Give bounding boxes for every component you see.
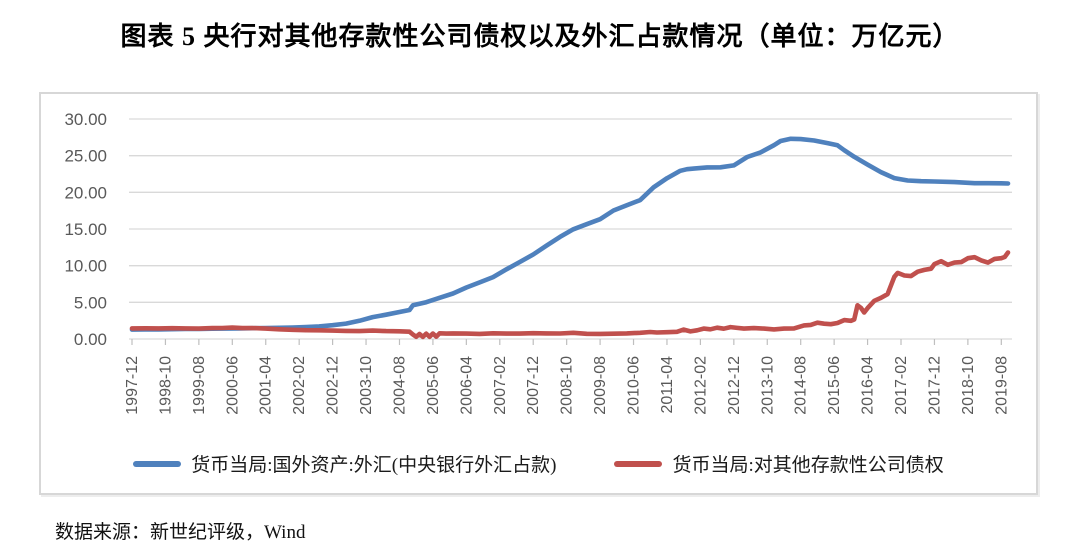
svg-text:2012-12: 2012-12	[726, 356, 743, 415]
source-note: 数据来源：新世纪评级，Wind	[55, 522, 306, 543]
svg-text:1999-08: 1999-08	[191, 356, 208, 415]
svg-text:2006-04: 2006-04	[458, 356, 475, 415]
svg-text:2002-12: 2002-12	[325, 356, 342, 415]
y-axis-labels: 0.00 5.00 10.00 15.00 20.00 25.00 30.00	[64, 110, 107, 349]
svg-text:2009-08: 2009-08	[592, 356, 609, 415]
series-line-1	[129, 250, 1011, 340]
svg-text:25.00: 25.00	[64, 147, 107, 166]
x-axis-labels: 1997-12 1998-10 1999-08 2000-06 2001-04 2002-…	[124, 356, 1010, 415]
svg-text:20.00: 20.00	[64, 183, 107, 202]
x-axis-ticks	[131, 339, 1002, 345]
svg-text:2019-08: 2019-08	[993, 356, 1010, 415]
legend-item-odc-claims: 货币当局:对其他存款性公司债权	[614, 450, 944, 477]
svg-text:1997-12: 1997-12	[124, 356, 141, 415]
svg-text:2003-10: 2003-10	[358, 356, 375, 415]
svg-text:2018-10: 2018-10	[960, 356, 977, 415]
svg-text:2017-12: 2017-12	[926, 356, 943, 415]
legend-line-blue-icon	[133, 460, 182, 467]
svg-text:2008-10: 2008-10	[559, 356, 576, 415]
svg-text:2015-06: 2015-06	[826, 356, 843, 415]
svg-text:2017-02: 2017-02	[893, 356, 910, 415]
svg-text:5.00: 5.00	[74, 293, 107, 312]
svg-text:2000-06: 2000-06	[224, 356, 241, 415]
svg-text:30.00: 30.00	[64, 110, 107, 129]
svg-text:2005-06: 2005-06	[425, 356, 442, 415]
legend-item-fx-holdings: 货币当局:国外资产:外汇(中央银行外汇占款)	[133, 450, 556, 477]
gridlines	[129, 118, 1012, 340]
svg-text:2016-04: 2016-04	[860, 356, 877, 415]
svg-text:15.00: 15.00	[64, 220, 107, 239]
svg-text:2001-04: 2001-04	[258, 356, 275, 415]
svg-text:2007-02: 2007-02	[492, 356, 509, 415]
svg-text:2011-04: 2011-04	[659, 356, 676, 414]
svg-text:2004-08: 2004-08	[391, 356, 408, 415]
svg-text:2013-10: 2013-10	[759, 356, 776, 415]
legend-label-fx-holdings: 货币当局:国外资产:外汇(中央银行外汇占款)	[191, 455, 557, 476]
chart-legend: 货币当局:国外资产:外汇(中央银行外汇占款) 货币当局:对其他存款性公司债权	[41, 450, 1036, 477]
svg-text:10.00: 10.00	[64, 257, 107, 276]
legend-label-odc-claims: 货币当局:对其他存款性公司债权	[672, 455, 944, 476]
chart-title: 图表 5 央行对其他存款性公司债权以及外汇占款情况（单位：万亿元）	[120, 22, 960, 51]
svg-text:1998-10: 1998-10	[157, 356, 174, 415]
svg-text:2010-06: 2010-06	[626, 356, 643, 415]
chart-area: 0.00 5.00 10.00 15.00 20.00 25.00 30.00 1997-12…	[39, 92, 1038, 495]
svg-text:2007-12: 2007-12	[525, 356, 542, 415]
svg-text:0.00: 0.00	[74, 330, 107, 349]
svg-text:2012-02: 2012-02	[692, 356, 709, 415]
svg-text:2002-02: 2002-02	[291, 356, 308, 415]
svg-text:2014-08: 2014-08	[793, 356, 810, 415]
legend-line-red-icon	[614, 460, 663, 467]
line-chart-canvas: 0.00 5.00 10.00 15.00 20.00 25.00 30.00 1997-12…	[64, 110, 1012, 415]
